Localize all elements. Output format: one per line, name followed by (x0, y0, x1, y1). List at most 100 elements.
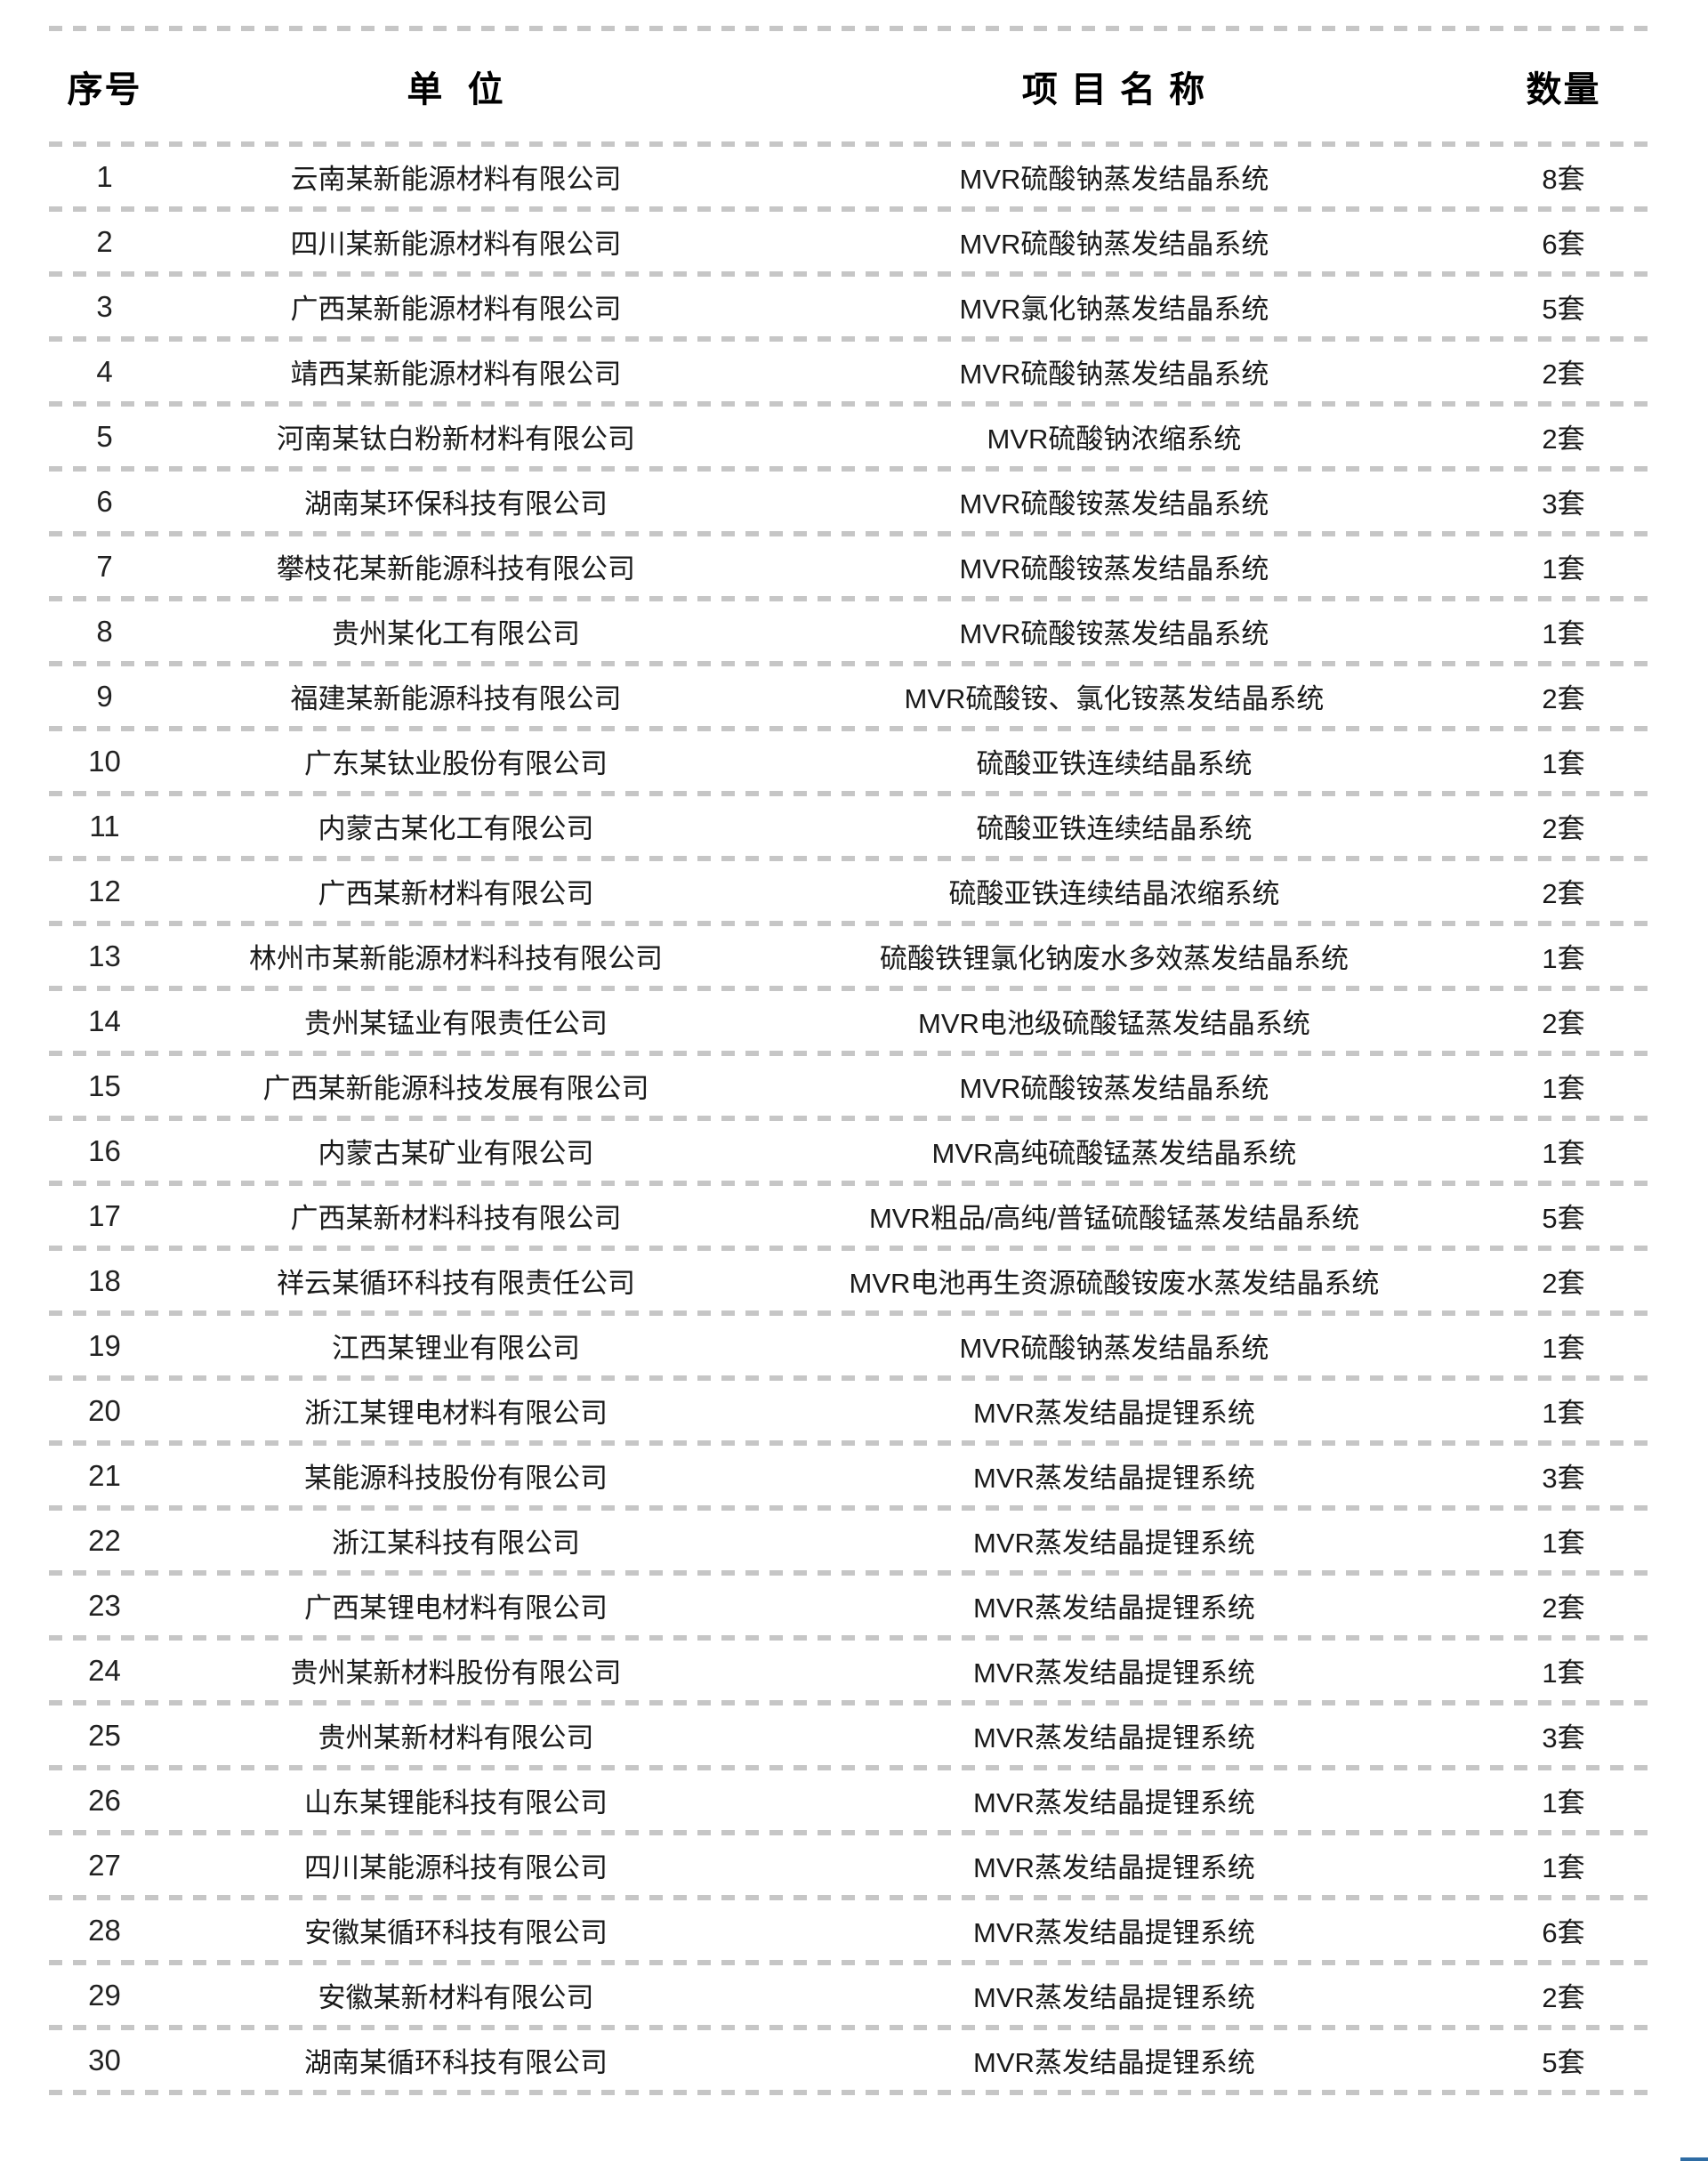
table-row: 13 林州市某新能源材料科技有限公司 硫酸铁锂氯化钠废水多效蒸发结晶系统 1套 (49, 921, 1650, 986)
table-header-row: 序号 单 位 项 目 名 称 数量 (49, 31, 1650, 141)
cell-company: 内蒙古某化工有限公司 (318, 813, 594, 844)
cell-qty: 1套 (1542, 553, 1585, 585)
table-row: 7 攀枝花某新能源科技有限公司 MVR硫酸铵蒸发结晶系统 1套 (49, 531, 1650, 596)
cell-serial: 24 (88, 1653, 121, 1687)
cell-project: 硫酸亚铁连续结晶浓缩系统 (948, 878, 1280, 909)
row-divider (49, 986, 1650, 991)
cell-serial: 17 (88, 1198, 121, 1232)
cell-serial: 1 (96, 159, 113, 193)
row-divider (49, 726, 1650, 731)
cell-qty: 1套 (1542, 1787, 1585, 1818)
cell-serial: 3 (96, 289, 113, 323)
cell-company: 靖西某新能源材料有限公司 (290, 359, 622, 390)
cell-qty: 1套 (1542, 1138, 1585, 1169)
cell-company: 攀枝花某新能源科技有限公司 (277, 553, 635, 585)
cell-project: MVR蒸发结晶提锂系统 (973, 1722, 1255, 1754)
cell-serial: 29 (88, 1978, 121, 2012)
row-divider (49, 206, 1650, 212)
cell-project: 硫酸亚铁连续结晶系统 (976, 748, 1253, 779)
cell-project: MVR硫酸铵蒸发结晶系统 (959, 1073, 1269, 1104)
cell-qty: 2套 (1542, 813, 1585, 844)
header-project: 项 目 名 称 (1021, 70, 1207, 109)
cell-project: MVR蒸发结晶提锂系统 (973, 1982, 1255, 2013)
cell-qty: 2套 (1542, 878, 1585, 909)
cell-project: MVR高纯硫酸锰蒸发结晶系统 (931, 1138, 1297, 1169)
cell-serial: 23 (88, 1588, 121, 1622)
table-row: 12 广西某新材料有限公司 硫酸亚铁连续结晶浓缩系统 2套 (49, 856, 1650, 921)
row-divider (49, 1765, 1650, 1770)
cell-qty: 5套 (1542, 2047, 1585, 2078)
table-row: 21 某能源科技股份有限公司 MVR蒸发结晶提锂系统 3套 (49, 1440, 1650, 1505)
cell-company: 贵州某新材料股份有限公司 (290, 1657, 622, 1689)
table-row: 3 广西某新能源材料有限公司 MVR氯化钠蒸发结晶系统 5套 (49, 271, 1650, 336)
cell-company: 贵州某化工有限公司 (332, 618, 580, 649)
row-divider (49, 1830, 1650, 1835)
cell-company: 某能源科技股份有限公司 (304, 1463, 608, 1494)
cell-qty: 3套 (1542, 488, 1585, 520)
table-row: 26 山东某锂能科技有限公司 MVR蒸发结晶提锂系统 1套 (49, 1765, 1650, 1830)
cell-qty: 2套 (1542, 683, 1585, 714)
cell-project: MVR硫酸铵、氯化铵蒸发结晶系统 (904, 683, 1325, 714)
row-divider (49, 336, 1650, 342)
cell-serial: 7 (96, 549, 113, 583)
cell-qty: 2套 (1542, 1268, 1585, 1299)
cell-project: MVR蒸发结晶提锂系统 (973, 1852, 1255, 1883)
table-row: 6 湖南某环保科技有限公司 MVR硫酸铵蒸发结晶系统 3套 (49, 466, 1650, 531)
cell-company: 广西某新能源材料有限公司 (290, 294, 622, 325)
cell-serial: 12 (88, 874, 121, 907)
cell-project: MVR蒸发结晶提锂系统 (973, 1528, 1255, 1559)
cell-serial: 15 (88, 1068, 121, 1102)
cell-serial: 27 (88, 1848, 121, 1882)
row-divider (49, 791, 1650, 796)
cell-project: MVR硫酸钠浓缩系统 (987, 423, 1242, 455)
cell-company: 祥云某循环科技有限责任公司 (277, 1268, 635, 1299)
header-qty: 数量 (1526, 70, 1601, 109)
cell-serial: 9 (96, 679, 113, 713)
cell-qty: 2套 (1542, 423, 1585, 455)
row-divider (49, 1440, 1650, 1446)
cell-serial: 18 (88, 1263, 121, 1297)
cell-serial: 5 (96, 419, 113, 453)
cell-company: 内蒙古某矿业有限公司 (318, 1138, 594, 1169)
cell-company: 广西某新材料有限公司 (318, 878, 594, 909)
row-divider (49, 596, 1650, 601)
cell-project: MVR电池再生资源硫酸铵废水蒸发结晶系统 (849, 1268, 1380, 1299)
cell-serial: 28 (88, 1913, 121, 1947)
table-row: 9 福建某新能源科技有限公司 MVR硫酸铵、氯化铵蒸发结晶系统 2套 (49, 661, 1650, 726)
table-bottom-divider (49, 2090, 1650, 2095)
cell-project: MVR硫酸铵蒸发结晶系统 (959, 488, 1269, 520)
cell-company: 云南某新能源材料有限公司 (290, 164, 622, 195)
row-divider (49, 466, 1650, 472)
table-row: 20 浙江某锂电材料有限公司 MVR蒸发结晶提锂系统 1套 (49, 1375, 1650, 1440)
cell-project: MVR硫酸钠蒸发结晶系统 (959, 1333, 1269, 1364)
table-row: 10 广东某钛业股份有限公司 硫酸亚铁连续结晶系统 1套 (49, 726, 1650, 791)
cell-project: MVR粗品/高纯/普锰硫酸锰蒸发结晶系统 (868, 1203, 1360, 1234)
table-row: 14 贵州某锰业有限责任公司 MVR电池级硫酸锰蒸发结晶系统 2套 (49, 986, 1650, 1051)
cell-company: 湖南某循环科技有限公司 (304, 2047, 608, 2078)
table-row: 2 四川某新能源材料有限公司 MVR硫酸钠蒸发结晶系统 6套 (49, 206, 1650, 271)
table-row: 15 广西某新能源科技发展有限公司 MVR硫酸铵蒸发结晶系统 1套 (49, 1051, 1650, 1116)
cell-qty: 3套 (1542, 1463, 1585, 1494)
cell-company: 广西某新材料科技有限公司 (290, 1203, 622, 1234)
row-divider (49, 1181, 1650, 1186)
cell-qty: 6套 (1542, 1917, 1585, 1948)
cell-serial: 20 (88, 1393, 121, 1427)
table-row: 5 河南某钛白粉新材料有限公司 MVR硫酸钠浓缩系统 2套 (49, 401, 1650, 466)
table-row: 18 祥云某循环科技有限责任公司 MVR电池再生资源硫酸铵废水蒸发结晶系统 2套 (49, 1246, 1650, 1310)
cell-qty: 1套 (1542, 1657, 1585, 1689)
row-divider (49, 1310, 1650, 1316)
cell-qty: 1套 (1542, 943, 1585, 974)
cell-project: MVR硫酸铵蒸发结晶系统 (959, 553, 1269, 585)
row-divider (49, 401, 1650, 407)
row-divider (49, 1051, 1650, 1056)
table-row: 23 广西某锂电材料有限公司 MVR蒸发结晶提锂系统 2套 (49, 1570, 1650, 1635)
row-divider (49, 1700, 1650, 1705)
cell-qty: 1套 (1542, 1528, 1585, 1559)
cell-serial: 26 (88, 1783, 121, 1817)
row-divider (49, 1895, 1650, 1900)
cell-company: 浙江某科技有限公司 (332, 1528, 580, 1559)
header-company: 单 位 (407, 70, 505, 109)
cell-serial: 8 (96, 614, 113, 648)
cell-company: 江西某锂业有限公司 (332, 1333, 580, 1364)
